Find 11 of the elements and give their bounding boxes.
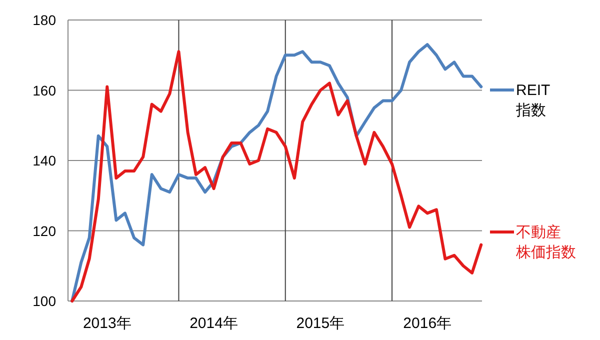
y-tick-label: 120: [32, 222, 56, 239]
y-tick-label: 140: [32, 152, 56, 168]
legend-label: 不動産株価指数: [515, 224, 576, 261]
x-tick-label: 2016年: [403, 315, 452, 332]
y-tick-label: 100: [32, 293, 56, 309]
x-tick-label: 2014年: [190, 315, 238, 332]
y-tick-label: 180: [32, 12, 56, 28]
y-tick-label: 160: [32, 82, 56, 98]
legend-label: REIT指数: [515, 82, 550, 119]
x-tick-label: 2015年: [296, 315, 345, 332]
x-tick-label: 2013年: [82, 315, 132, 332]
